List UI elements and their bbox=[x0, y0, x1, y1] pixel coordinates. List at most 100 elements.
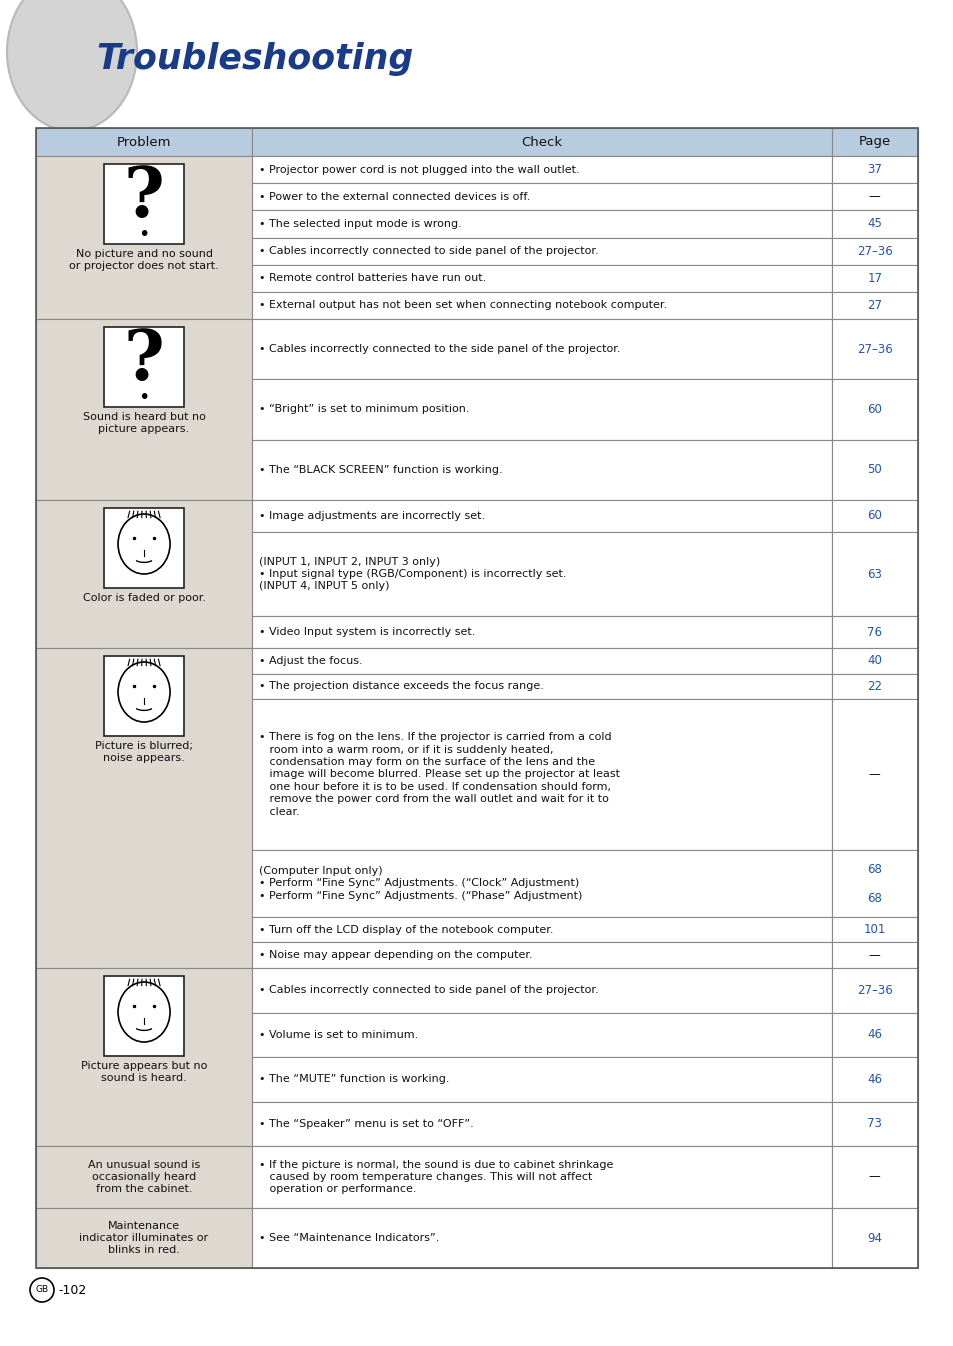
Text: • The “MUTE” function is working.: • The “MUTE” function is working. bbox=[259, 1074, 449, 1085]
Text: •: • bbox=[138, 225, 150, 244]
Bar bbox=[252, 380, 831, 440]
Text: GB: GB bbox=[35, 1285, 49, 1295]
Bar bbox=[831, 183, 917, 210]
Text: 27: 27 bbox=[866, 299, 882, 312]
Bar bbox=[252, 319, 831, 380]
Bar bbox=[831, 319, 917, 380]
Bar bbox=[252, 265, 831, 292]
Bar bbox=[831, 440, 917, 499]
Text: 68: 68 bbox=[866, 891, 882, 905]
Bar bbox=[104, 327, 184, 406]
Bar bbox=[36, 647, 252, 968]
Bar bbox=[104, 164, 184, 244]
Text: -102: -102 bbox=[58, 1284, 86, 1296]
Bar bbox=[831, 210, 917, 237]
Bar bbox=[252, 942, 831, 968]
Bar bbox=[252, 968, 831, 1012]
Bar bbox=[831, 1057, 917, 1101]
Text: • The selected input mode is wrong.: • The selected input mode is wrong. bbox=[259, 219, 461, 229]
Bar bbox=[252, 647, 831, 673]
Text: Problem: Problem bbox=[116, 136, 172, 148]
Text: • Image adjustments are incorrectly set.: • Image adjustments are incorrectly set. bbox=[259, 511, 485, 521]
Text: 40: 40 bbox=[866, 654, 882, 668]
Text: 46: 46 bbox=[866, 1028, 882, 1042]
Bar bbox=[36, 156, 252, 319]
Bar bbox=[831, 673, 917, 699]
Bar bbox=[104, 656, 184, 736]
Bar bbox=[831, 699, 917, 849]
Bar bbox=[252, 210, 831, 237]
Text: • Noise may appear depending on the computer.: • Noise may appear depending on the comp… bbox=[259, 950, 532, 960]
Bar bbox=[36, 319, 252, 499]
Bar bbox=[36, 499, 252, 647]
Text: 73: 73 bbox=[866, 1117, 882, 1131]
Bar bbox=[252, 499, 831, 532]
Text: • Turn off the LCD display of the notebook computer.: • Turn off the LCD display of the notebo… bbox=[259, 925, 553, 934]
Bar bbox=[831, 942, 917, 968]
Bar bbox=[831, 128, 917, 156]
Text: —: — bbox=[868, 949, 880, 962]
Text: • Volume is set to minimum.: • Volume is set to minimum. bbox=[259, 1030, 418, 1039]
Bar bbox=[831, 1101, 917, 1145]
Text: 50: 50 bbox=[866, 463, 882, 476]
Text: • The “BLACK SCREEN” function is working.: • The “BLACK SCREEN” function is working… bbox=[259, 464, 502, 475]
Text: • Video Input system is incorrectly set.: • Video Input system is incorrectly set. bbox=[259, 627, 475, 637]
Text: 60: 60 bbox=[866, 509, 882, 522]
Ellipse shape bbox=[7, 0, 137, 131]
Text: No picture and no sound
or projector does not start.: No picture and no sound or projector doe… bbox=[70, 249, 218, 271]
Text: 45: 45 bbox=[866, 218, 882, 230]
Text: • Cables incorrectly connected to side panel of the projector.: • Cables incorrectly connected to side p… bbox=[259, 985, 598, 995]
Bar bbox=[831, 499, 917, 532]
Text: Check: Check bbox=[520, 136, 562, 148]
Text: 27–36: 27–36 bbox=[856, 343, 892, 355]
Text: • Projector power cord is not plugged into the wall outlet.: • Projector power cord is not plugged in… bbox=[259, 164, 579, 175]
Text: 27–36: 27–36 bbox=[856, 245, 892, 257]
Text: ?: ? bbox=[124, 327, 164, 394]
Bar bbox=[252, 1207, 831, 1268]
Bar bbox=[252, 849, 831, 917]
Text: An unusual sound is
occasionally heard
from the cabinet.: An unusual sound is occasionally heard f… bbox=[88, 1160, 200, 1194]
Bar bbox=[36, 128, 917, 1268]
Text: • “Bright” is set to minimum position.: • “Bright” is set to minimum position. bbox=[259, 405, 469, 415]
Bar bbox=[252, 699, 831, 849]
Bar bbox=[36, 128, 252, 156]
Bar bbox=[252, 156, 831, 183]
Text: 22: 22 bbox=[866, 680, 882, 693]
Bar bbox=[36, 1207, 252, 1268]
Bar bbox=[831, 1145, 917, 1207]
Bar bbox=[252, 917, 831, 942]
Text: • External output has not been set when connecting notebook computer.: • External output has not been set when … bbox=[259, 300, 666, 311]
Bar bbox=[104, 507, 184, 588]
Text: •: • bbox=[138, 388, 150, 406]
Text: Picture appears but no
sound is heard.: Picture appears but no sound is heard. bbox=[81, 1061, 207, 1082]
Bar bbox=[831, 292, 917, 319]
Bar bbox=[831, 1207, 917, 1268]
Text: 17: 17 bbox=[866, 272, 882, 285]
Text: • Power to the external connected devices is off.: • Power to the external connected device… bbox=[259, 191, 530, 202]
Text: • Cables incorrectly connected to the side panel of the projector.: • Cables incorrectly connected to the si… bbox=[259, 345, 620, 354]
Text: • Adjust the focus.: • Adjust the focus. bbox=[259, 656, 362, 666]
Bar bbox=[831, 616, 917, 647]
Bar bbox=[831, 265, 917, 292]
Bar bbox=[252, 616, 831, 647]
Text: Troubleshooting: Troubleshooting bbox=[96, 42, 413, 75]
Bar bbox=[252, 440, 831, 499]
Bar bbox=[252, 1145, 831, 1207]
Text: 46: 46 bbox=[866, 1073, 882, 1086]
Bar bbox=[831, 237, 917, 265]
Text: 27–36: 27–36 bbox=[856, 984, 892, 997]
Bar bbox=[252, 673, 831, 699]
Text: • Cables incorrectly connected to side panel of the projector.: • Cables incorrectly connected to side p… bbox=[259, 246, 598, 256]
Text: (INPUT 1, INPUT 2, INPUT 3 only)
• Input signal type (RGB/Component) is incorrec: (INPUT 1, INPUT 2, INPUT 3 only) • Input… bbox=[259, 557, 566, 591]
Text: 63: 63 bbox=[866, 568, 882, 580]
Text: • The projection distance exceeds the focus range.: • The projection distance exceeds the fo… bbox=[259, 681, 543, 692]
Bar bbox=[252, 183, 831, 210]
Text: • Remote control batteries have run out.: • Remote control batteries have run out. bbox=[259, 273, 486, 283]
Bar bbox=[831, 968, 917, 1012]
Bar bbox=[831, 156, 917, 183]
Bar bbox=[252, 237, 831, 265]
Text: Picture is blurred;
noise appears.: Picture is blurred; noise appears. bbox=[95, 742, 193, 763]
Bar bbox=[831, 849, 917, 917]
Bar bbox=[252, 1101, 831, 1145]
Text: • The “Speaker” menu is set to “OFF”.: • The “Speaker” menu is set to “OFF”. bbox=[259, 1119, 474, 1129]
